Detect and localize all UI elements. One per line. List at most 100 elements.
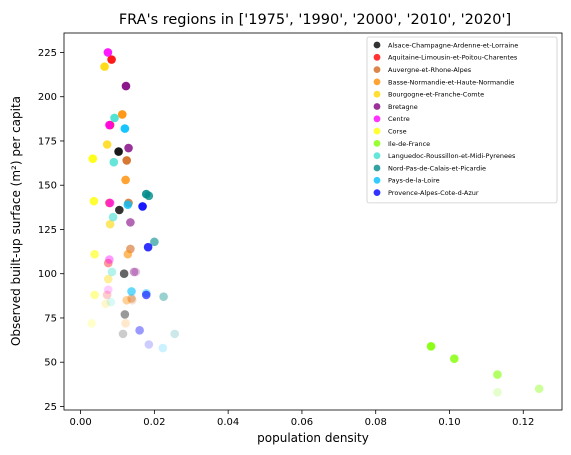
y-tick-label: 125: [38, 225, 57, 236]
legend-label: Bourgogne-et-Franche-Comte: [388, 91, 484, 99]
data-point: [103, 258, 113, 268]
plot-area: [87, 48, 544, 397]
data-point: [150, 237, 159, 247]
legend-label: Pays-de-la-Loire: [388, 177, 440, 185]
legend-marker: [373, 90, 381, 98]
data-point: [106, 297, 116, 307]
y-tick-label: 175: [38, 136, 57, 147]
data-point: [121, 175, 130, 185]
data-point: [141, 189, 151, 199]
legend-label: Basse-Normandie-et-Haute-Normandie: [388, 78, 514, 86]
legend-label: Languedoc-Roussillon-et-Midi-Pyrenees: [388, 152, 516, 160]
data-point: [449, 354, 459, 363]
legend-label: Aquitaine-Limousin-et-Poitou-Charentes: [388, 54, 518, 62]
data-point: [88, 154, 98, 163]
y-tick-label: 75: [44, 313, 57, 324]
data-point: [105, 219, 115, 229]
x-tick-label: 0.06: [291, 417, 313, 428]
data-point: [110, 113, 119, 123]
x-tick-label: 0.02: [143, 417, 165, 428]
legend-marker: [373, 140, 381, 147]
data-point: [115, 205, 124, 215]
data-point: [100, 62, 109, 71]
data-point: [105, 120, 114, 130]
data-point: [158, 343, 168, 353]
data-point: [121, 81, 131, 91]
x-tick-label: 0.04: [217, 417, 239, 428]
series-Corse: [87, 154, 99, 328]
data-point: [117, 110, 127, 119]
data-point: [102, 140, 112, 149]
data-point: [426, 341, 436, 351]
data-point: [120, 124, 130, 133]
data-point: [120, 310, 130, 319]
x-axis: 0.00 0.02 0.04 0.06 0.08 0.10 0.12: [69, 410, 534, 428]
legend-label: Auvergne-et-Rhone-Alpes: [388, 66, 472, 74]
data-point: [170, 329, 179, 339]
data-point: [159, 292, 168, 302]
data-point: [131, 267, 141, 277]
legend-label: Provence-Alpes-Cote-d-Azur: [388, 189, 479, 197]
data-point: [138, 202, 147, 211]
x-axis-label: population density: [257, 431, 369, 445]
data-point: [493, 388, 502, 397]
data-point: [103, 48, 113, 57]
y-tick-label: 200: [38, 92, 57, 103]
x-tick-label: 0.12: [512, 417, 534, 428]
legend-label: Corse: [388, 128, 407, 136]
legend-marker: [373, 78, 381, 86]
data-point: [109, 157, 119, 167]
legend-marker: [373, 53, 381, 61]
legend-label: Nord-Pas-de-Calais-et-Picardie: [388, 164, 486, 172]
chart-title: FRA's regions in ['1975', '1990', '2000'…: [119, 12, 511, 28]
legend-marker: [373, 164, 381, 172]
data-point: [103, 285, 113, 294]
legend-box: [366, 36, 558, 204]
legend-label: Centre: [388, 115, 410, 123]
series-Basse-Normandie-et-Haute-Normandie: [117, 110, 133, 328]
data-point: [105, 255, 114, 264]
y-axis: 25 50 75 100 125 150 175 200 225: [38, 48, 64, 413]
data-point: [122, 295, 132, 305]
data-point: [107, 55, 116, 64]
data-point: [105, 198, 115, 208]
data-point: [89, 196, 99, 206]
legend-marker: [373, 152, 381, 160]
data-point: [127, 287, 136, 296]
axes-frame: [63, 32, 563, 411]
y-tick-label: 100: [38, 269, 57, 280]
series-Alsace-Champagne-Ardenne-et-Lorraine: [114, 147, 130, 339]
data-point: [135, 326, 144, 335]
legend-marker: [373, 127, 381, 135]
data-point: [121, 318, 130, 328]
x-tick-label: 0.00: [69, 417, 91, 428]
series-Bretagne: [121, 81, 141, 277]
data-point: [102, 290, 112, 300]
legend-marker: [373, 176, 381, 184]
data-point: [90, 249, 99, 259]
data-point: [124, 143, 133, 153]
x-tick-label: 0.10: [438, 417, 460, 428]
data-point: [118, 329, 128, 339]
y-axis-label: Observed built-up surface (m²) per capit…: [9, 96, 23, 346]
data-point: [108, 212, 118, 222]
x-tick-label: 0.08: [365, 417, 387, 428]
series-Bourgogne-et-Franche-Comte: [100, 62, 115, 309]
data-point: [107, 267, 117, 277]
y-tick-label: 225: [38, 48, 57, 59]
data-point: [122, 156, 132, 165]
series-Ile-de-France: [426, 341, 544, 397]
y-tick-label: 150: [38, 181, 57, 192]
data-point: [144, 340, 154, 349]
data-point: [534, 384, 544, 394]
series-Languedoc-Roussillon-et-Midi-Pyrenees: [106, 113, 119, 307]
data-point: [90, 290, 99, 300]
data-point: [87, 318, 96, 328]
legend-marker: [373, 115, 381, 123]
legend-marker: [373, 189, 381, 197]
data-point: [493, 370, 502, 379]
series-Provence-Alpes-Cote-d-Azur: [135, 202, 154, 349]
y-tick-label: 50: [44, 358, 57, 369]
data-point: [129, 267, 139, 277]
